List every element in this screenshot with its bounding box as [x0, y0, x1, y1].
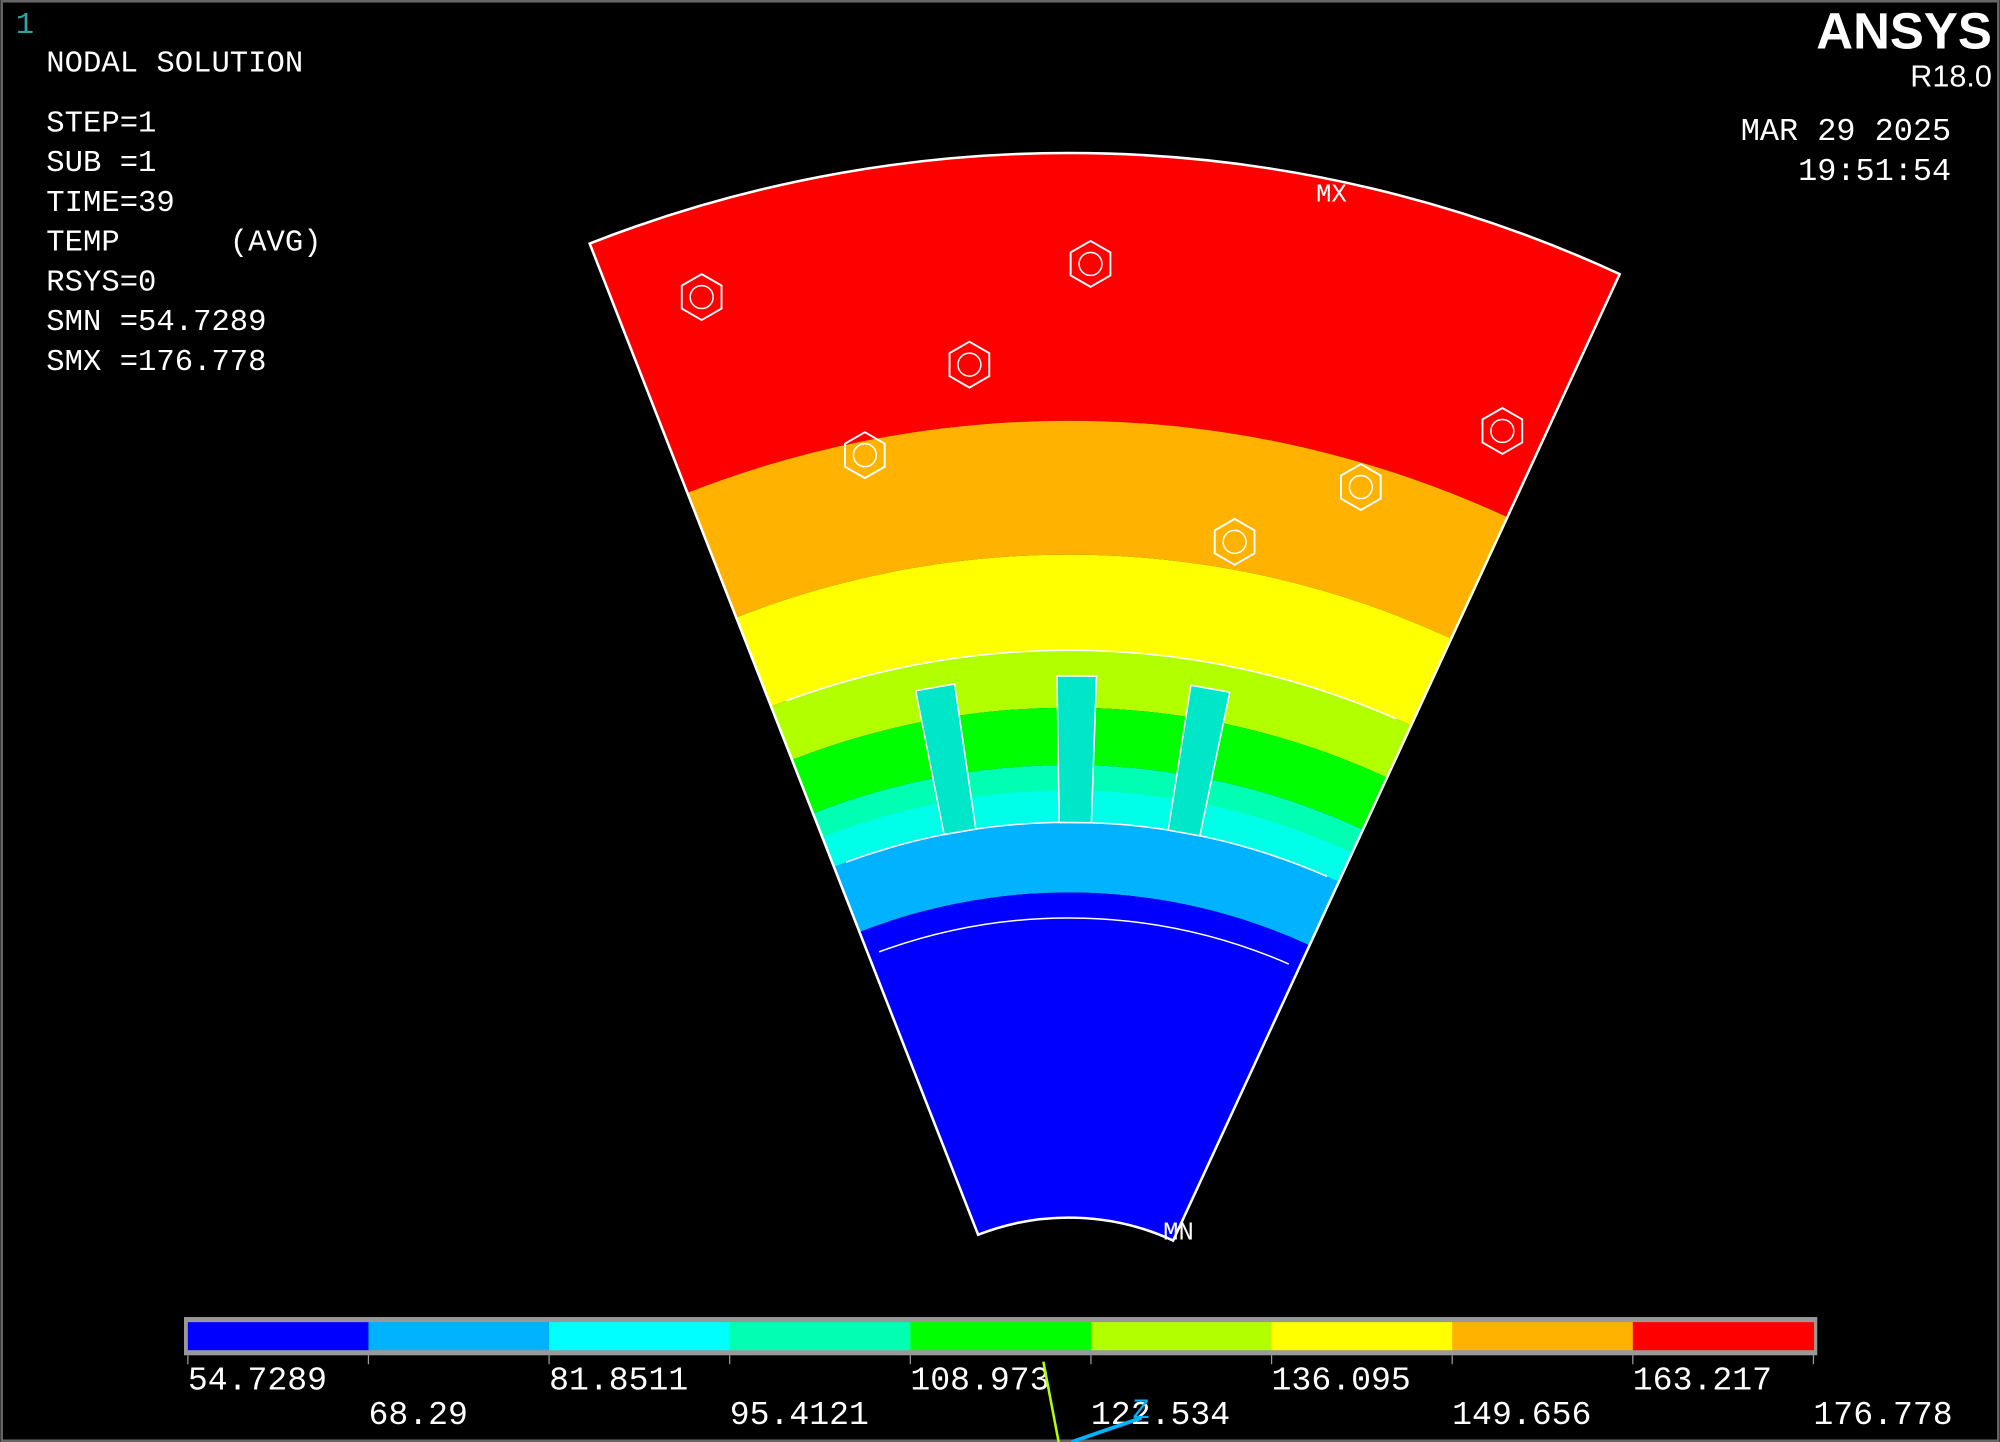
info-line: STEP=1 [46, 107, 156, 141]
time: 19:51:54 [1798, 153, 1951, 190]
info-line: SMX =176.778 [46, 346, 266, 380]
contour-band [589, 152, 1620, 518]
contour-band [736, 554, 1452, 726]
legend-swatch [1632, 1322, 1815, 1351]
hole [680, 273, 723, 322]
slot [1056, 675, 1098, 824]
legend-swatch [1271, 1322, 1453, 1351]
contour-band [859, 892, 1310, 1241]
contour-band [687, 420, 1508, 639]
outline [588, 151, 1622, 1243]
legend-swatch [910, 1322, 1092, 1351]
hole [1078, 251, 1103, 277]
hole [1490, 418, 1515, 444]
legend-swatch [1452, 1322, 1634, 1351]
legend-label: 68.29 [368, 1396, 467, 1434]
legend-label: 54.7289 [188, 1362, 327, 1400]
hole [1222, 529, 1247, 555]
hole [1213, 517, 1256, 566]
legend-label: 108.973 [910, 1362, 1049, 1400]
hole [844, 431, 886, 480]
info-line: TEMP (AVG) [46, 227, 321, 261]
hole [852, 442, 878, 468]
legend-swatch [729, 1322, 911, 1351]
max-marker: MX [1316, 180, 1347, 209]
outline [786, 649, 1397, 720]
triad-axis [1042, 1361, 1060, 1442]
info-line: SMN =54.7289 [46, 306, 266, 340]
plot-title: NODAL SOLUTION [46, 47, 303, 81]
brand-name: ANSYS [1816, 2, 1992, 59]
triad-axis [1070, 1415, 1143, 1442]
legend: 54.728968.2981.851195.4121108.973122.534… [184, 1317, 1953, 1434]
hole [1348, 474, 1374, 500]
info-line: SUB =1 [46, 147, 156, 181]
legend-label: 163.217 [1633, 1362, 1772, 1400]
legend-swatch [187, 1322, 370, 1351]
hole [957, 352, 982, 377]
contour-band [771, 650, 1412, 778]
legend-swatch [368, 1322, 550, 1351]
legend-label: 81.8511 [549, 1362, 688, 1400]
hole [1481, 406, 1524, 455]
min-marker: MN [1163, 1218, 1194, 1247]
legend-label: 149.656 [1452, 1396, 1591, 1434]
info-line: TIME=39 [46, 187, 174, 221]
model [588, 151, 1622, 1243]
contour-band [833, 822, 1339, 946]
hole [1069, 239, 1112, 288]
legend-label: 95.4121 [730, 1396, 869, 1434]
outline [878, 917, 1290, 965]
legend-swatch [1090, 1322, 1273, 1351]
legend-label: 176.778 [1813, 1396, 1952, 1434]
date: MAR 29 2025 [1741, 113, 1951, 150]
hole [689, 284, 714, 310]
legend-swatch [549, 1322, 731, 1351]
triad-label: Z [1133, 1396, 1150, 1427]
hole [1339, 462, 1382, 512]
window-number: 1 [16, 9, 34, 43]
slot [1167, 684, 1231, 837]
slot [914, 683, 977, 836]
hole [948, 340, 991, 389]
info-block: STEP=1 SUB =1 TIME=39 TEMP (AVG) RSYS=0 SMN =… [46, 107, 321, 380]
legend-label: 136.095 [1272, 1362, 1411, 1400]
brand-version: R18.0 [1910, 60, 1992, 94]
info-line: RSYS=0 [46, 266, 156, 300]
